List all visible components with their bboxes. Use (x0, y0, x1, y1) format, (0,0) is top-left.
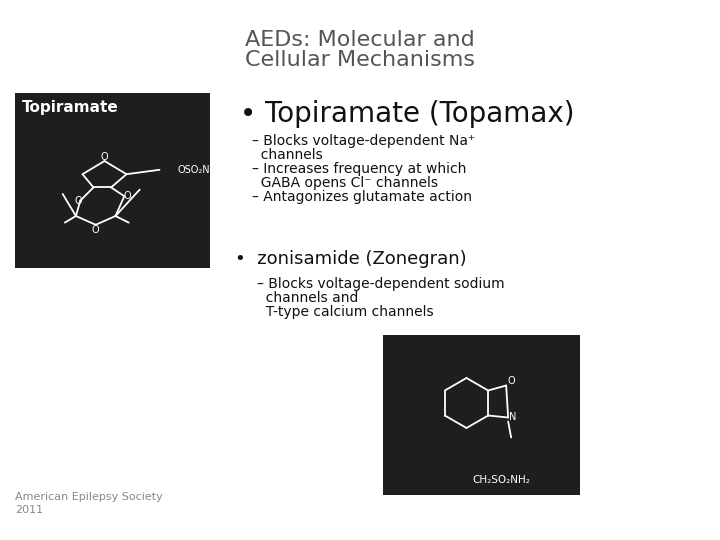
Text: CH₂SO₂NH₂: CH₂SO₂NH₂ (472, 475, 531, 485)
Text: O: O (101, 152, 108, 162)
Text: O: O (508, 376, 515, 387)
Text: Cellular Mechanisms: Cellular Mechanisms (245, 50, 475, 70)
Text: American Epilepsy Society
2011: American Epilepsy Society 2011 (15, 492, 163, 515)
Text: O: O (74, 195, 82, 206)
Text: N: N (510, 413, 517, 422)
FancyBboxPatch shape (383, 335, 580, 495)
Text: •  zonisamide (Zonegran): • zonisamide (Zonegran) (235, 250, 467, 268)
Text: O: O (124, 191, 131, 201)
FancyBboxPatch shape (15, 93, 210, 268)
Text: – Antagonizes glutamate action: – Antagonizes glutamate action (252, 190, 472, 204)
Text: O: O (92, 225, 99, 235)
Text: T-type calcium channels: T-type calcium channels (257, 305, 433, 319)
Text: AEDs: Molecular and: AEDs: Molecular and (245, 30, 475, 50)
Text: – Blocks voltage-dependent sodium: – Blocks voltage-dependent sodium (257, 277, 505, 291)
Text: OSO₂NH₂: OSO₂NH₂ (178, 165, 221, 175)
Text: Topiramate: Topiramate (22, 100, 119, 115)
Text: • Topiramate (Topamax): • Topiramate (Topamax) (240, 100, 575, 128)
Text: – Blocks voltage-dependent Na⁺: – Blocks voltage-dependent Na⁺ (252, 134, 475, 148)
Text: – Increases frequency at which: – Increases frequency at which (252, 162, 467, 176)
Text: channels and: channels and (257, 291, 359, 305)
Text: GABA opens Cl⁻ channels: GABA opens Cl⁻ channels (252, 176, 438, 190)
Text: channels: channels (252, 148, 323, 162)
